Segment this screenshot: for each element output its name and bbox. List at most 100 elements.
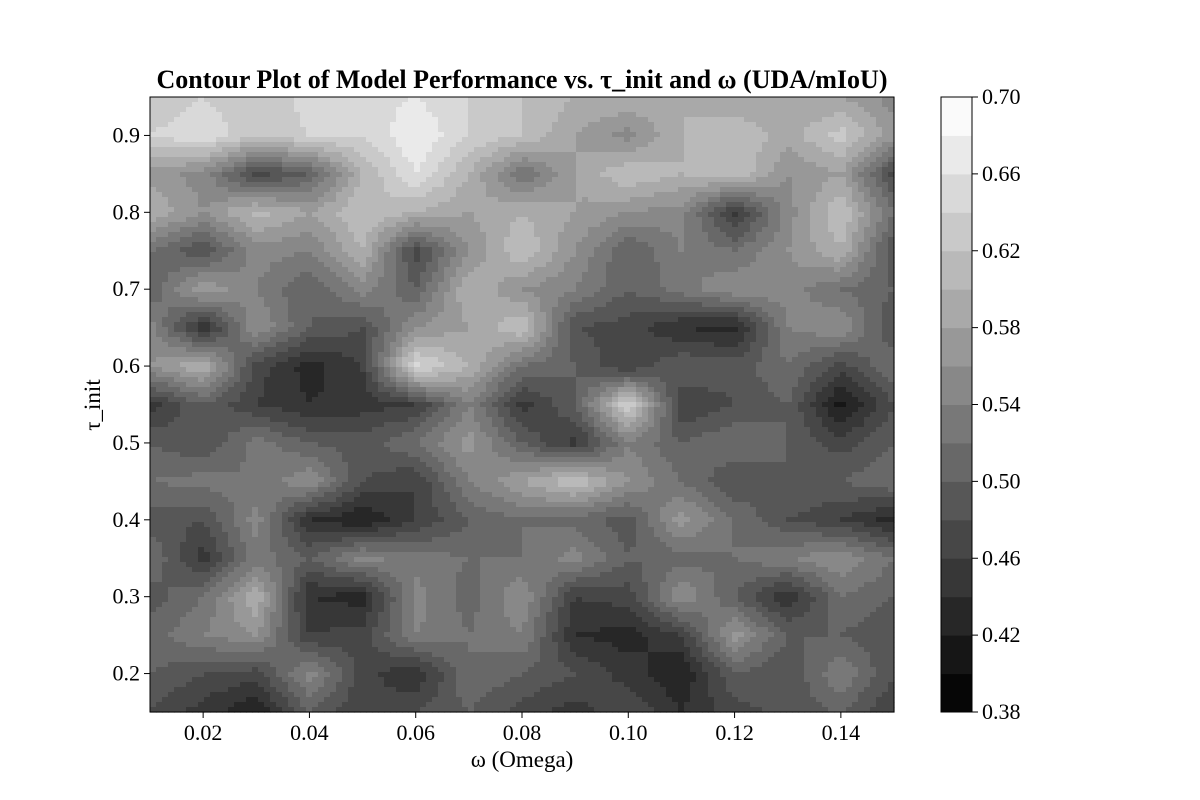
contour-cell <box>198 147 205 153</box>
contour-cell <box>786 137 793 143</box>
contour-cell <box>234 202 241 208</box>
contour-cell <box>666 272 673 278</box>
contour-cell <box>654 107 661 113</box>
contour-cell <box>552 257 559 263</box>
contour-cell <box>444 242 451 248</box>
contour-cell <box>564 182 571 188</box>
contour-cell <box>180 137 187 143</box>
contour-cell <box>474 197 481 203</box>
contour-cell <box>456 252 463 258</box>
contour-cell <box>360 122 367 128</box>
contour-cell <box>804 232 811 238</box>
contour-cell <box>726 147 733 153</box>
contour-cell <box>426 197 433 203</box>
contour-cell <box>456 197 463 203</box>
contour-cell <box>276 172 283 178</box>
contour-cell <box>432 202 439 208</box>
contour-cell <box>318 207 325 213</box>
contour-cell <box>702 137 709 143</box>
contour-cell <box>270 232 277 238</box>
contour-cell <box>486 132 493 138</box>
contour-cell <box>702 177 709 183</box>
contour-cell <box>708 242 715 248</box>
contour-cell <box>594 257 601 263</box>
contour-cell <box>210 147 217 153</box>
contour-cell <box>594 102 601 108</box>
contour-cell <box>414 272 421 278</box>
contour-cell <box>204 207 211 213</box>
contour-cell <box>648 247 655 253</box>
contour-cell <box>246 212 253 218</box>
contour-cell <box>318 112 325 118</box>
contour-cell <box>234 187 241 193</box>
contour-cell <box>636 172 643 178</box>
contour-cell <box>648 107 655 113</box>
contour-cell <box>330 237 337 243</box>
contour-cell <box>666 192 673 198</box>
contour-cell <box>378 197 385 203</box>
contour-cell <box>750 282 757 288</box>
contour-cell <box>618 132 625 138</box>
contour-cell <box>378 282 385 288</box>
contour-cell <box>588 282 595 288</box>
contour-cell <box>450 182 457 188</box>
contour-cell <box>780 227 787 233</box>
contour-cell <box>546 162 553 168</box>
contour-cell <box>282 227 289 233</box>
contour-cell <box>708 157 715 163</box>
contour-cell <box>156 152 163 158</box>
contour-cell <box>816 272 823 278</box>
contour-cell <box>168 267 175 273</box>
contour-cell <box>864 257 871 263</box>
contour-cell <box>624 147 631 153</box>
contour-cell <box>618 167 625 173</box>
contour-cell <box>324 232 331 238</box>
contour-cell <box>870 112 877 118</box>
contour-cell <box>420 252 427 258</box>
contour-cell <box>348 167 355 173</box>
contour-cell <box>324 212 331 218</box>
contour-cell <box>678 282 685 288</box>
contour-cell <box>822 207 829 213</box>
contour-cell <box>486 107 493 113</box>
contour-cell <box>222 112 229 118</box>
contour-cell <box>186 297 193 303</box>
contour-cell <box>366 272 373 278</box>
contour-cell <box>204 227 211 233</box>
contour-cell <box>552 242 559 248</box>
contour-cell <box>504 117 511 123</box>
contour-cell <box>156 107 163 113</box>
contour-cell <box>336 137 343 143</box>
contour-cell <box>558 187 565 193</box>
contour-cell <box>252 152 259 158</box>
contour-cell <box>408 157 415 163</box>
contour-cell <box>738 127 745 133</box>
contour-cell <box>828 232 835 238</box>
contour-cell <box>582 172 589 178</box>
contour-cell <box>642 252 649 258</box>
contour-cell <box>414 117 421 123</box>
contour-cell <box>696 172 703 178</box>
contour-cell <box>576 167 583 173</box>
contour-cell <box>654 197 661 203</box>
contour-cell <box>780 192 787 198</box>
contour-cell <box>732 177 739 183</box>
contour-cell <box>174 97 181 103</box>
contour-cell <box>468 162 475 168</box>
contour-cell <box>420 167 427 173</box>
contour-cell <box>168 207 175 213</box>
contour-cell <box>306 247 313 253</box>
contour-cell <box>552 232 559 238</box>
contour-cell <box>252 237 259 243</box>
contour-cell <box>738 277 745 283</box>
contour-cell <box>288 122 295 128</box>
contour-cell <box>336 142 343 148</box>
contour-cell <box>702 237 709 243</box>
contour-cell <box>192 137 199 143</box>
contour-cell <box>582 127 589 133</box>
contour-cell <box>294 197 301 203</box>
contour-cell <box>402 167 409 173</box>
contour-cell <box>462 182 469 188</box>
contour-cell <box>612 142 619 148</box>
contour-cell <box>252 267 259 273</box>
